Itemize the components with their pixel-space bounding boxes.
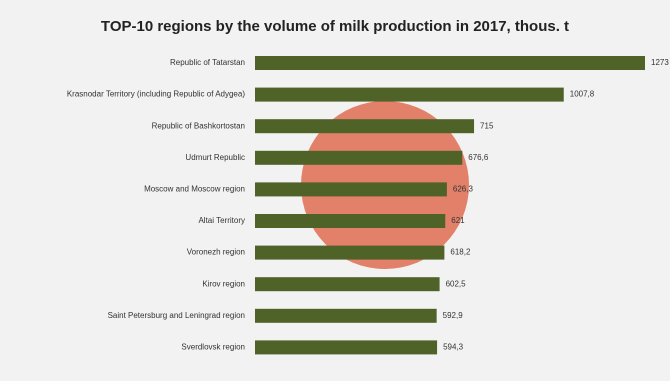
data-label: 592,9 — [443, 311, 464, 320]
data-label: 1007,8 — [570, 90, 595, 99]
data-label: 621 — [451, 216, 465, 225]
y-tick-label: Republic of Tatarstan — [170, 58, 245, 67]
y-tick-label: Saint Petersburg and Leningrad region — [108, 311, 245, 320]
data-label: 626,3 — [453, 185, 474, 194]
bar — [255, 214, 446, 228]
bar — [255, 340, 438, 355]
data-label: 1273 — [651, 58, 669, 67]
y-tick-label: Altai Territory — [198, 216, 245, 225]
chart-title: TOP-10 regions by the volume of milk pro… — [101, 18, 569, 35]
bar — [255, 56, 645, 70]
bar — [255, 150, 463, 165]
y-tick-label: Udmurt Republic — [185, 153, 245, 162]
y-tick-label: Krasnodar Territory (including Republic … — [67, 90, 246, 99]
bar — [255, 87, 564, 102]
bar — [255, 308, 437, 323]
data-label: 602,5 — [446, 279, 467, 288]
y-tick-label: Sverdlovsk region — [181, 343, 245, 352]
y-tick-label: Moscow and Moscow region — [144, 185, 245, 194]
bar — [255, 245, 445, 260]
bar — [255, 119, 475, 134]
data-label: 715 — [480, 121, 494, 130]
data-label: 594,3 — [443, 343, 464, 352]
y-tick-label: Republic of Bashkortostan — [152, 121, 245, 130]
data-label: 676,6 — [468, 153, 489, 162]
bar — [255, 182, 447, 197]
bar — [255, 277, 440, 292]
data-label: 618,2 — [450, 248, 471, 257]
y-tick-label: Kirov region — [202, 279, 245, 288]
y-tick-label: Voronezh region — [187, 248, 245, 257]
